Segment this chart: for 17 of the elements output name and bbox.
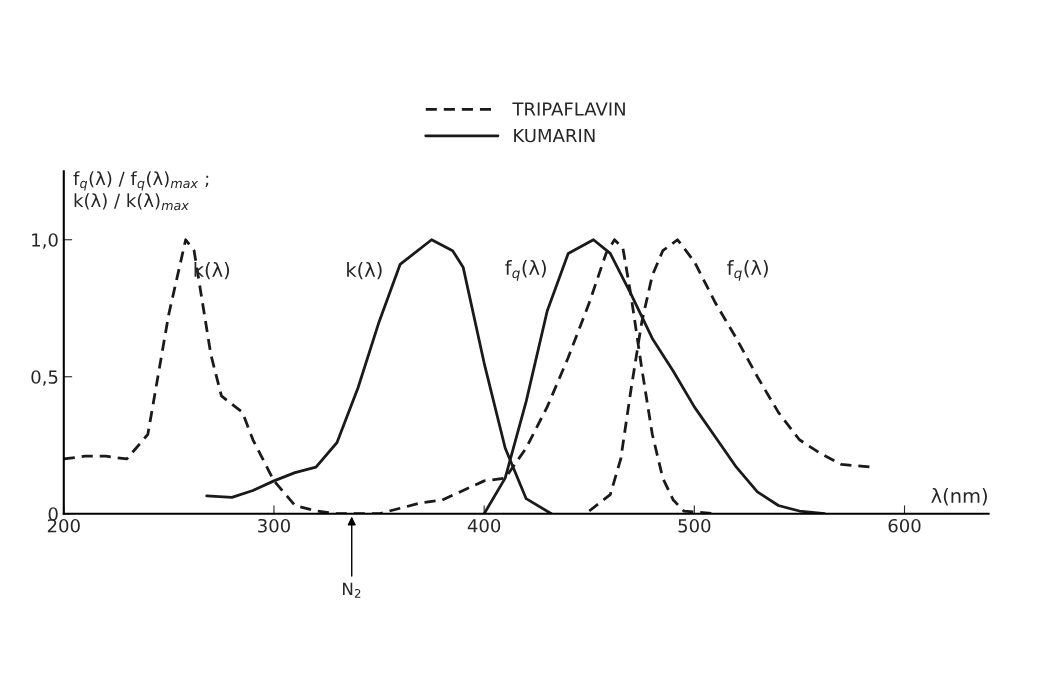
x-tick-label: 200 [47,518,80,533]
annotation: N$_{2}$ [343,582,361,598]
legend-label: TRIPAFLAVIN [512,102,625,116]
annotation: f$_{q}$(λ) [727,260,768,281]
x-tick-label: 500 [678,518,711,533]
y-tick-label: 1,0 [32,233,58,249]
y-tick-label: 0 [48,507,58,521]
x-axis-title: λ(nm) [931,488,987,506]
x-tick-label: 300 [258,518,290,533]
y-tick-label: 0,5 [31,370,58,386]
legend-label: KUMARIN [514,128,595,143]
annotation: k(λ) [347,262,382,280]
x-tick-label: 400 [467,518,501,533]
text: f$_{q}$(λ) / f$_{q}$(λ)$_{max}$ ; k(λ) / k(λ)$_{max}$ [73,171,209,211]
annotation: f$_{q}$(λ) [505,260,546,281]
x-tick-label: 600 [888,518,921,533]
annotation: k(λ) [194,262,230,280]
